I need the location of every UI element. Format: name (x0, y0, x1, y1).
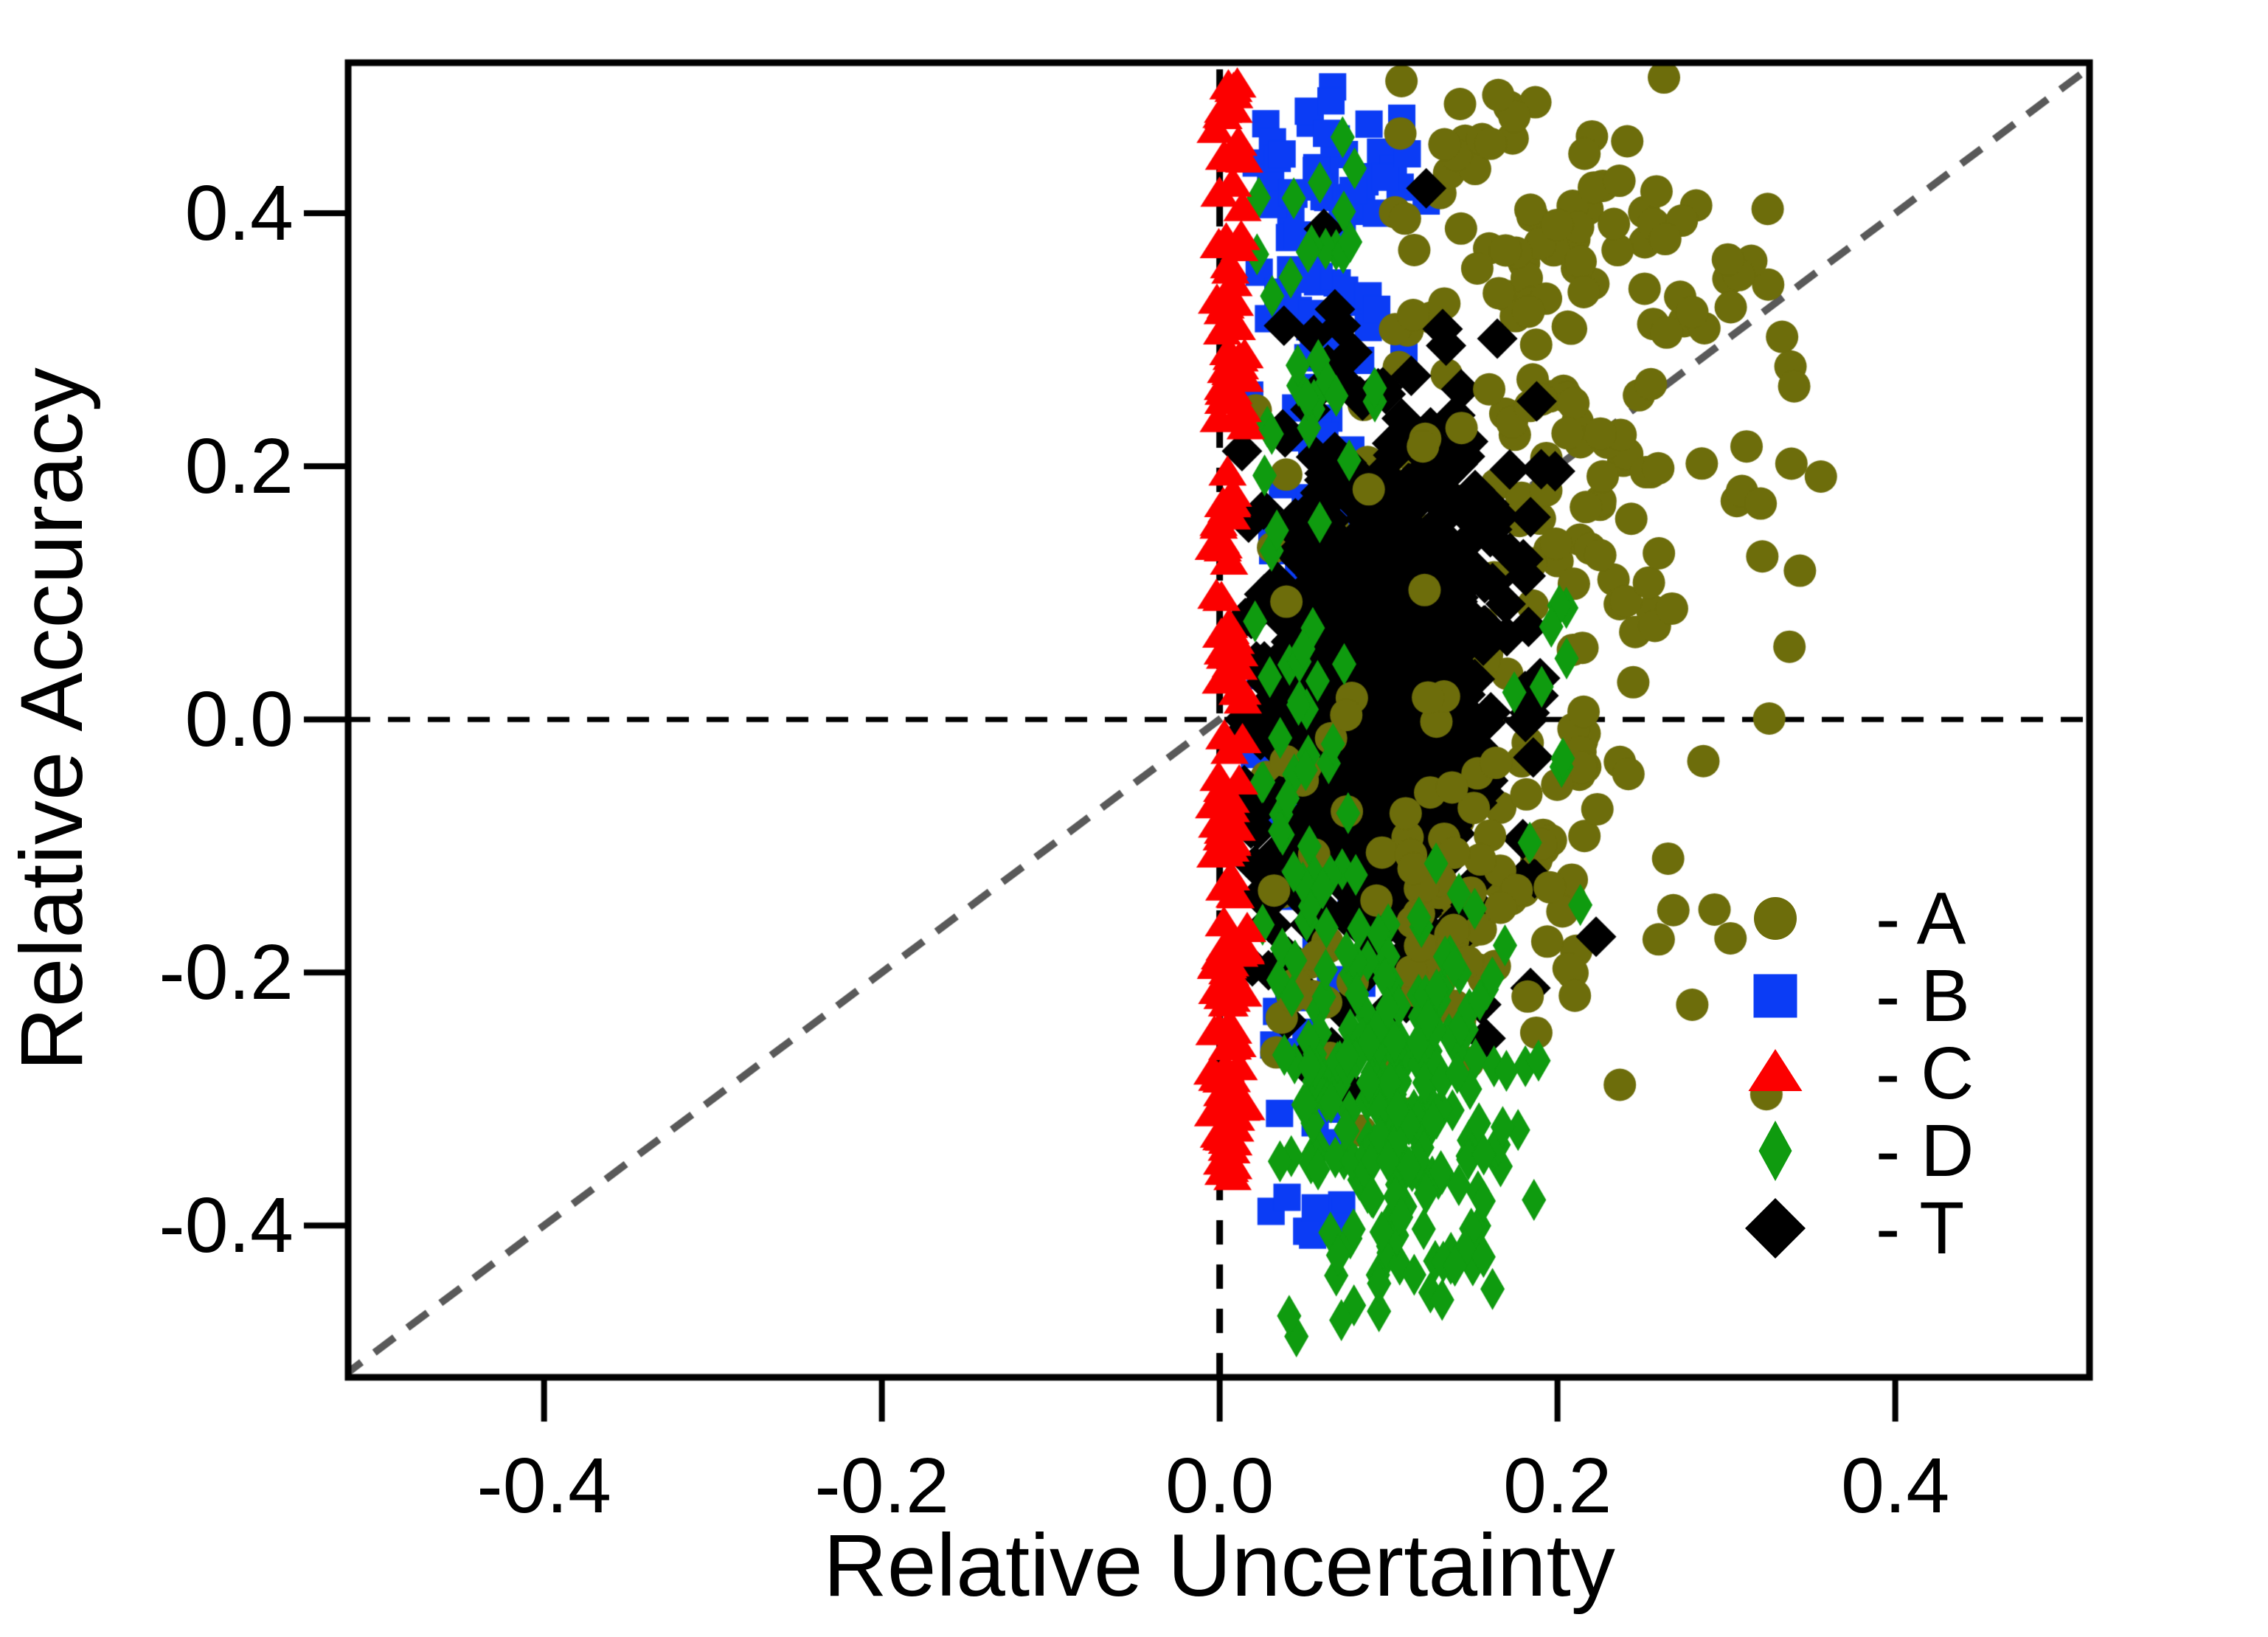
legend-marker-triangle-icon (1748, 1048, 1803, 1091)
legend-marker-diamond-thin-icon (1758, 1120, 1792, 1181)
legend-label-B: - B (1876, 954, 1970, 1037)
legend: - A- B- C- D- T (1730, 879, 1974, 1267)
y-tick-label: 0.2 (184, 423, 294, 511)
legend-label-C: - C (1876, 1031, 1974, 1115)
x-tick-label: 0.4 (1840, 1442, 1950, 1529)
legend-label-T: - T (1876, 1186, 1965, 1270)
legend-marker-square-icon (1753, 974, 1797, 1017)
y-axis-title: Relative Accuracy (2, 367, 101, 1071)
legend-row-D: - D (1730, 1112, 1974, 1189)
legend-marker-diamond-icon (1745, 1197, 1806, 1259)
x-axis-title: Relative Uncertainty (823, 1516, 1615, 1615)
y-tick-label: -0.4 (159, 1182, 294, 1270)
x-tick-label: -0.4 (476, 1442, 611, 1529)
x-tick-label: 0.2 (1502, 1442, 1612, 1529)
x-tick-label: -0.2 (814, 1442, 949, 1529)
y-tick-label: 0.0 (184, 676, 294, 764)
legend-marker-circle-icon (1754, 896, 1797, 940)
legend-label-D: - D (1876, 1109, 1974, 1192)
legend-row-T: - T (1730, 1189, 1974, 1267)
x-tick-label: 0.0 (1165, 1442, 1275, 1529)
legend-label-A: - A (1876, 876, 1966, 960)
y-tick-label: 0.4 (184, 170, 294, 257)
legend-row-A: - A (1730, 879, 1974, 957)
legend-row-B: - B (1730, 957, 1974, 1034)
legend-row-C: - C (1730, 1034, 1974, 1112)
y-tick-label: -0.2 (159, 929, 294, 1017)
